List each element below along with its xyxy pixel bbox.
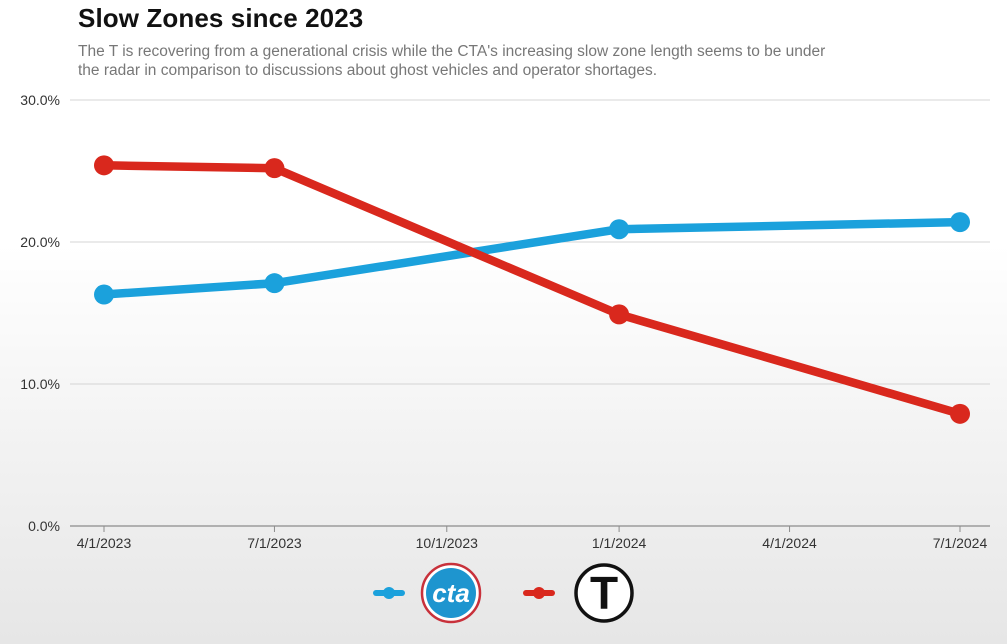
x-tick-label: 10/1/2023 (416, 535, 478, 551)
y-tick-label: 0.0% (28, 518, 60, 534)
mbta-t-logo: T (590, 567, 618, 619)
y-tick-label: 20.0% (20, 234, 60, 250)
mbta-t-logo-ring (574, 563, 634, 623)
data-point-cta (264, 273, 285, 294)
series-points (94, 155, 970, 424)
data-point-cta (609, 219, 630, 240)
chart-subtitle: The T is recovering from a generational … (78, 43, 826, 79)
chart-title: Slow Zones since 2023 (78, 3, 364, 33)
y-tick-label: 10.0% (20, 376, 60, 392)
cta-logo: cta (432, 578, 470, 608)
data-point-mbta-t (950, 403, 970, 424)
legend: cta T (373, 562, 634, 624)
x-axis-tick-labels: 4/1/2023 7/1/2023 10/1/2023 1/1/2024 4/1/202… (77, 526, 988, 551)
legend-item-cta: cta (373, 562, 482, 624)
data-point-cta (94, 284, 114, 305)
x-tick-label: 7/1/2023 (247, 535, 302, 551)
cta-logo-disc (426, 568, 476, 618)
y-axis-tick-labels: 0.0% 10.0% 20.0% 30.0% (20, 92, 60, 534)
data-point-mbta-t (264, 158, 285, 179)
x-tick-label: 7/1/2024 (933, 535, 988, 551)
series-line-cta (99, 217, 965, 299)
legend-item-mbta-t: T (523, 563, 634, 623)
series-line-mbta-t (99, 161, 965, 419)
legend-swatch-dot (383, 587, 395, 599)
x-tick-label: 4/1/2024 (762, 535, 817, 551)
legend-swatch-dot (533, 587, 545, 599)
series-lines (99, 161, 965, 419)
y-tick-label: 30.0% (20, 92, 60, 108)
x-tick-label: 4/1/2023 (77, 535, 132, 551)
data-point-mbta-t (609, 304, 630, 325)
data-point-cta (950, 212, 970, 233)
data-point-mbta-t (94, 155, 114, 176)
x-tick-label: 1/1/2024 (592, 535, 647, 551)
